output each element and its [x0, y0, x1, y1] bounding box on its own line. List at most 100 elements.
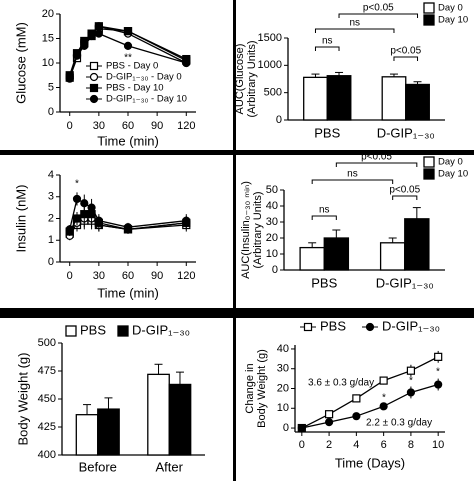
marker — [80, 41, 89, 50]
y-tick-label: 10 — [266, 248, 278, 260]
x-tick-label: 6 — [381, 439, 387, 451]
legend-swatch — [117, 325, 129, 337]
annotation: p<0.05 — [390, 46, 421, 57]
marker — [123, 223, 133, 232]
annotation: p<0.05 — [361, 152, 392, 163]
y-tick-label: 0 — [48, 106, 54, 118]
legend-label: D-GIP₁₋₃₀ — [132, 322, 190, 337]
legend-swatch — [65, 325, 77, 337]
marker — [352, 394, 361, 403]
annotation: ns — [322, 36, 333, 47]
bracket — [314, 28, 395, 33]
y-axis-label: Body Weight (g) — [15, 353, 30, 446]
series-line — [301, 356, 439, 429]
y-tick-label: 0 — [48, 256, 54, 268]
marker — [89, 72, 99, 82]
y-tick-label: 20 — [42, 8, 54, 20]
bracket — [393, 56, 419, 61]
x-tick-label: 30 — [93, 270, 105, 282]
x-tick-label: 90 — [151, 120, 163, 132]
legend-label: Day 0 — [438, 3, 463, 14]
y-tick-label: 30 — [266, 216, 278, 228]
y-tick-label: 1500 — [258, 32, 282, 44]
y-axis-label: Glucose (mM) — [13, 22, 28, 104]
marker — [352, 412, 361, 421]
annotation: 2.2 ± 0.3 g/day — [366, 418, 432, 429]
x-tick-label: 8 — [408, 439, 414, 451]
marker — [87, 31, 96, 41]
x-tick-label: 0 — [299, 439, 305, 451]
y-tick-label: 10 — [277, 402, 289, 414]
bar — [326, 75, 352, 121]
bar — [168, 383, 192, 456]
bar — [405, 83, 430, 121]
y-tick-label: 425 — [38, 421, 56, 433]
y-tick-label: 500 — [38, 337, 56, 349]
bar — [147, 373, 170, 456]
x-tick-label: 4 — [353, 439, 359, 451]
annotation: * — [382, 393, 386, 404]
annotation: 3.6 ± 0.3 g/day — [308, 378, 374, 389]
y-tick-label: 40 — [277, 343, 289, 355]
x-tick-label: 0 — [67, 120, 73, 132]
y-axis-label: Change in — [244, 363, 256, 413]
x-tick-label: 60 — [122, 270, 134, 282]
legend-label: Day 10 — [438, 169, 468, 180]
x-axis-label: Time (min) — [97, 285, 159, 300]
bar — [404, 218, 430, 271]
marker — [434, 352, 443, 361]
bracket — [314, 46, 340, 51]
marker — [89, 94, 99, 104]
marker — [87, 203, 96, 212]
marker — [303, 322, 313, 332]
y-tick-label: 1 — [48, 234, 54, 246]
marker — [406, 388, 416, 397]
marker — [65, 225, 74, 234]
y-tick-label: 40 — [266, 200, 278, 212]
bar — [379, 242, 406, 271]
x-tick-label: 2 — [326, 439, 332, 451]
marker — [89, 83, 99, 93]
bracket — [392, 195, 418, 200]
y-tick-label: 50 — [266, 184, 278, 196]
marker — [72, 194, 82, 204]
y-tick-label: 15 — [42, 32, 54, 44]
y-axis-label: Insulin (nM) — [13, 185, 28, 253]
marker — [89, 61, 99, 71]
legend-swatch — [423, 14, 435, 26]
marker — [182, 58, 191, 68]
legend-label: Day 10 — [438, 15, 468, 26]
bracket — [311, 215, 337, 220]
legend-label: PBS - Day 10 — [106, 83, 164, 94]
annotation: ns — [347, 169, 358, 180]
x-tick-label: 120 — [177, 270, 195, 282]
legend-label: D-GIP₁₋₃₀ - Day 10 — [106, 94, 187, 105]
x-tick-label: 30 — [93, 120, 105, 132]
y-tick-label: 30 — [277, 363, 289, 375]
panel — [0, 0, 233, 150]
y-tick-label: 400 — [38, 449, 56, 461]
y-tick-label: 0 — [276, 114, 282, 126]
annotation: p<0.05 — [389, 185, 420, 196]
x-tick-label: After — [156, 459, 184, 474]
legend-label: Day 0 — [438, 157, 463, 168]
marker — [72, 214, 82, 223]
bracket — [335, 162, 418, 167]
annotation: * — [75, 179, 79, 190]
y-tick-label: 450 — [38, 393, 56, 405]
marker — [365, 322, 375, 332]
legend-label: PBS - Day 0 — [106, 61, 158, 72]
legend-label: PBS — [80, 322, 106, 337]
marker — [94, 216, 103, 225]
legend-swatch — [423, 156, 435, 168]
y-tick-label: 10 — [42, 57, 54, 69]
bar — [323, 237, 350, 271]
marker — [406, 366, 416, 375]
marker — [379, 402, 388, 411]
bracket — [338, 13, 419, 18]
legend-label: D-GIP₁₋₃₀ - Day 0 — [106, 72, 182, 83]
bar — [97, 408, 120, 456]
y-tick-label: 4 — [48, 169, 54, 181]
x-tick-label: 0 — [67, 270, 73, 282]
